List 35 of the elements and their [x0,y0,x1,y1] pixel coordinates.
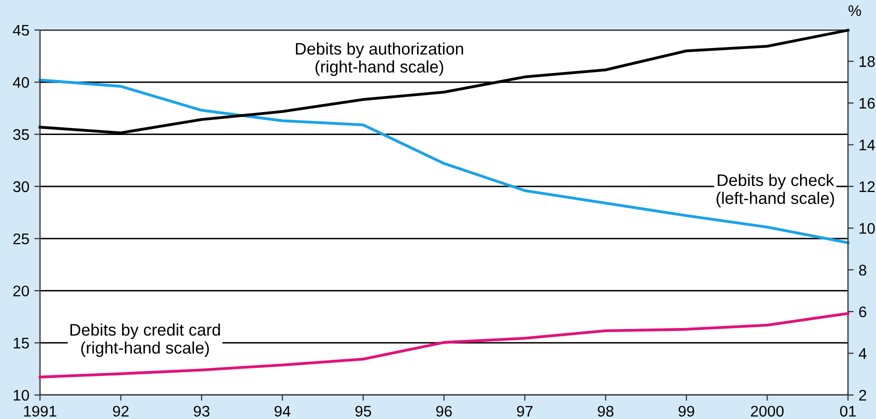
y2-axis-title: % [848,5,862,16]
y-tick-label: 10 [14,390,29,401]
y2-tick-label: 6 [859,306,866,318]
y-tick-label: 15 [14,338,29,349]
y-tick-label: 40 [12,77,29,88]
x-tick-label: 96 [436,406,452,417]
y-tick-label: 45 [12,25,29,36]
x-tick-label: 2000 [750,406,784,417]
x-tick-label: 98 [598,406,614,417]
y2-tick-label: 4 [858,348,866,359]
x-tick-label: 93 [194,406,210,417]
x-tick-label: 1991 [24,406,56,417]
y2-tick-label: 10 [860,223,875,234]
y2-tick-label: 12 [860,181,875,192]
line-series [38,312,850,378]
y2-tick-label: 14 [860,140,875,150]
y-tick-label: 20 [13,286,29,296]
y2-tick-label: 18 [860,56,875,67]
x-tick-label: 94 [274,406,290,417]
series-label: Debits by check (left-hand scale) [716,174,834,208]
y2-tick-label: 2 [859,390,866,401]
y2-tick-label: 16 [860,98,875,109]
line-series [38,28,850,134]
y-tick-label: 35 [13,129,29,140]
x-tick-label: 01 [840,406,856,417]
y-tick-label: 25 [13,233,29,244]
x-tick-label: 99 [678,406,694,417]
series-label: Debits by credit card (right-hand scale) [70,324,220,357]
line-series [38,78,850,244]
series-label: Debits by authorization (right-hand scale) [296,42,464,76]
y2-tick-label: 8 [859,264,866,276]
x-tick-label: 95 [355,406,372,417]
x-tick-label: 97 [517,406,533,417]
x-tick-label: 92 [113,406,129,417]
y-tick-label: 30 [13,181,29,192]
